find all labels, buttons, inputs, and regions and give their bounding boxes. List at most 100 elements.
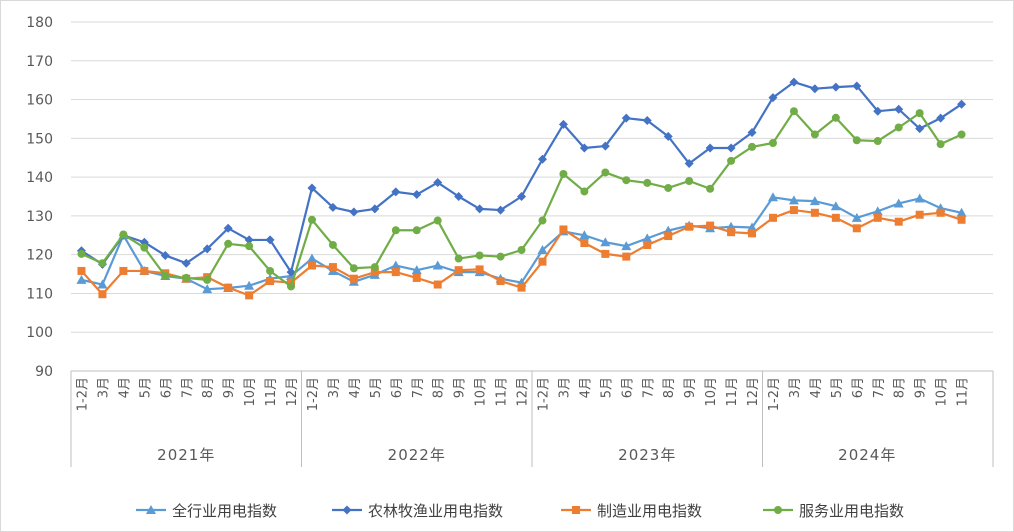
- legend-item: 农林牧渔业用电指数: [332, 502, 503, 520]
- data-point: [642, 115, 652, 125]
- y-tick-label: 140: [26, 170, 53, 186]
- data-point: [496, 252, 505, 261]
- data-point: [76, 274, 87, 284]
- data-point: [747, 128, 757, 138]
- data-point: [181, 258, 191, 268]
- data-point: [622, 252, 631, 261]
- legend-label: 制造业用电指数: [597, 502, 702, 520]
- data-point: [349, 264, 358, 273]
- data-point: [77, 266, 86, 275]
- data-point: [643, 178, 652, 187]
- x-tick-label: 9月: [222, 377, 237, 398]
- data-point: [768, 93, 778, 103]
- data-point: [831, 113, 840, 122]
- data-point: [266, 266, 275, 275]
- data-point: [579, 230, 590, 240]
- data-point: [119, 230, 128, 239]
- data-point: [747, 222, 758, 232]
- x-tick-label: 5月: [138, 377, 153, 398]
- data-point: [98, 259, 107, 268]
- data-point: [517, 246, 526, 255]
- data-point: [768, 213, 777, 222]
- x-tick-label: 3月: [96, 377, 111, 398]
- x-tick-label: 12月: [746, 377, 761, 407]
- x-tick-label: 4月: [578, 377, 593, 398]
- x-tick-label: 9月: [453, 377, 468, 398]
- y-tick-label: 170: [26, 54, 53, 70]
- x-tick-label: 5月: [369, 377, 384, 398]
- data-point: [390, 260, 401, 270]
- data-point: [956, 207, 967, 217]
- data-point: [161, 271, 170, 280]
- data-point: [809, 196, 820, 206]
- data-point: [433, 178, 443, 188]
- data-point: [600, 237, 611, 247]
- x-tick-label: 6月: [620, 377, 635, 398]
- x-tick-label: 1-2月: [767, 377, 782, 411]
- data-point: [307, 183, 317, 193]
- data-point: [244, 235, 254, 245]
- y-tick-label: 150: [26, 131, 53, 147]
- legend-item: 制造业用电指数: [561, 502, 702, 520]
- legend-label: 全行业用电指数: [172, 502, 277, 520]
- data-point: [601, 168, 610, 177]
- data-point: [286, 267, 296, 277]
- data-point: [852, 81, 862, 91]
- data-point: [558, 119, 568, 129]
- data-point: [307, 215, 316, 224]
- data-point: [433, 280, 442, 289]
- data-point: [202, 244, 212, 254]
- data-point: [328, 202, 338, 212]
- legend-marker: [774, 506, 782, 514]
- data-point: [559, 170, 568, 179]
- data-point: [411, 265, 422, 275]
- x-tick-label: 11月: [725, 377, 740, 407]
- x-tick-label: 1-2月: [536, 377, 551, 411]
- data-point: [957, 130, 966, 139]
- x-tick-label: 10月: [243, 377, 258, 407]
- y-axis-ticks: 90 100 110 120 130 140 150 160 170 180: [26, 15, 53, 380]
- data-point: [287, 282, 296, 291]
- data-point: [600, 141, 610, 151]
- data-point: [202, 284, 213, 294]
- data-point: [537, 154, 547, 164]
- data-point: [810, 84, 820, 94]
- data-point: [475, 204, 485, 214]
- data-point: [685, 222, 694, 231]
- data-point: [454, 192, 464, 201]
- data-point: [454, 266, 463, 275]
- data-point: [936, 208, 945, 217]
- data-point: [748, 142, 757, 151]
- data-point: [872, 206, 883, 216]
- x-tick-label: 3月: [327, 377, 342, 398]
- data-point: [475, 251, 484, 260]
- data-point: [412, 226, 421, 235]
- data-point: [789, 77, 799, 87]
- y-tick-label: 100: [26, 325, 53, 341]
- x-tick-label: 10月: [474, 377, 489, 407]
- x-tick-label: 8月: [432, 377, 447, 398]
- y-tick-label: 120: [26, 248, 53, 264]
- data-point: [454, 254, 463, 263]
- y-tick-label: 180: [26, 15, 53, 31]
- data-point: [517, 283, 526, 292]
- data-point: [705, 143, 715, 153]
- year-label: 2022年: [388, 446, 446, 464]
- x-tick-label: 8月: [662, 377, 677, 398]
- x-tick-label: 4月: [117, 377, 132, 398]
- x-tick-label: 9月: [914, 377, 929, 398]
- data-point: [328, 240, 337, 249]
- data-point: [936, 113, 946, 123]
- data-point: [621, 113, 631, 123]
- data-point: [266, 277, 275, 286]
- data-point: [601, 249, 610, 258]
- data-point: [936, 140, 945, 149]
- data-point: [957, 99, 967, 109]
- data-point: [412, 273, 421, 282]
- data-point: [182, 273, 191, 282]
- data-point: [538, 216, 547, 225]
- data-point: [77, 249, 86, 258]
- legend-item: 全行业用电指数: [136, 502, 277, 520]
- data-point: [391, 187, 401, 197]
